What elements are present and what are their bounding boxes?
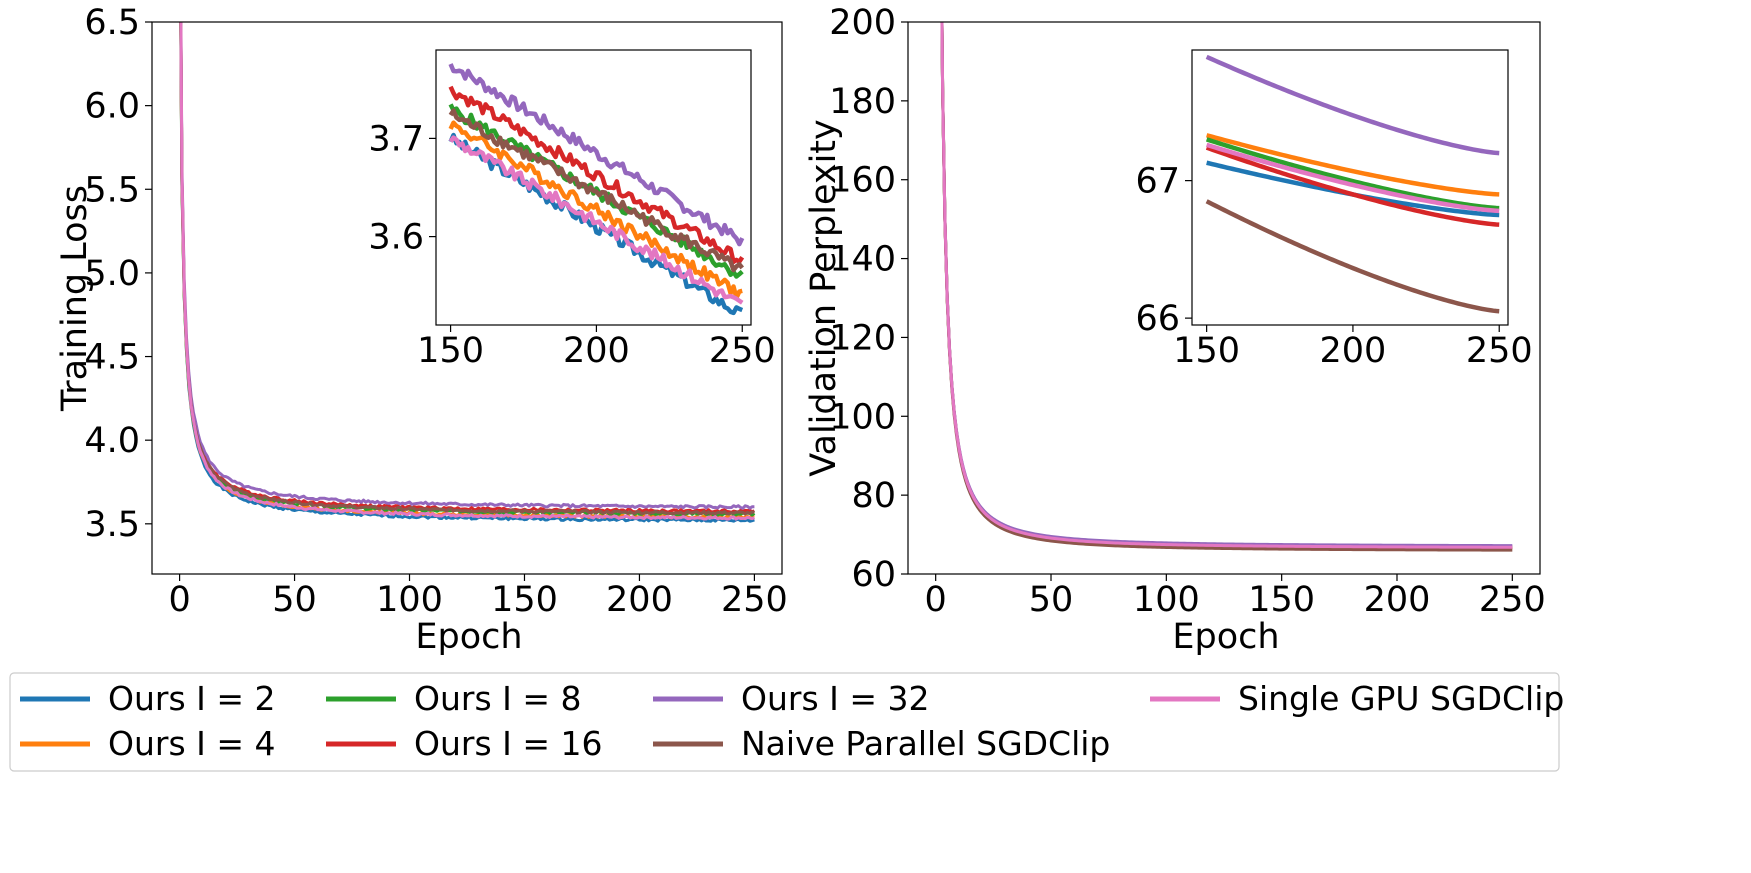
y-tick-label: 6.0 (84, 87, 140, 127)
x-tick-label: 250 (1479, 580, 1546, 620)
inset-frame (435, 49, 752, 326)
y-tick-label: 180 (829, 82, 896, 122)
inset-series-line-ours-i-4 (1206, 133, 1500, 197)
legend-label: Single GPU SGDClip (1238, 679, 1564, 718)
x-tick-label: 200 (606, 580, 673, 620)
x-tick-label: 50 (272, 580, 317, 620)
inset-x-tick-label: 250 (709, 331, 776, 371)
y-tick-label: 140 (829, 240, 896, 280)
y-tick-label: 5.0 (84, 254, 140, 294)
y-axis-label: Training Loss (55, 185, 95, 412)
y-tick-label: 120 (829, 318, 896, 358)
inset-chart: 150 200 250 3.6 3.7 (368, 49, 776, 371)
legend: Ours I = 2 Ours I = 4 Ours I = 8 Ours I = 1… (9, 672, 1564, 772)
inset-y-tick-label: 67 (1135, 162, 1180, 202)
y-tick-label: 100 (829, 397, 896, 437)
inset-series-line-ours-i-16 (1205, 145, 1500, 227)
inset-series-line-single-gpu-sgdclip (448, 135, 744, 305)
x-tick-label: 0 (168, 580, 190, 620)
x-tick-label: 0 (925, 580, 947, 620)
y-tick-label: 4.0 (84, 421, 140, 461)
training-loss-chart: 0 50 100 150 200 250 3.5 4.0 4.5 5.0 5.5 6.0 6.5 Epoc… (55, 3, 788, 657)
inset-series-line-ours-i-16 (448, 85, 745, 265)
x-tick-label: 200 (1364, 580, 1431, 620)
series-line-single-gpu-sgdclip (179, 22, 756, 521)
y-tick-label: 3.5 (84, 505, 140, 545)
series-line-ours-i-32 (179, 22, 755, 510)
inset-series-line-single-gpu-sgdclip (1205, 142, 1500, 214)
series-line-ours-i-32 (940, 22, 1513, 548)
inset-x-tick-label: 250 (1466, 331, 1533, 371)
legend-label: Ours I = 16 (414, 724, 603, 763)
inset-series-line-ours-i-32 (448, 63, 745, 247)
series-lines (179, 22, 756, 523)
y-tick-label: 80 (851, 476, 896, 516)
inset-chart: 150 200 250 66 67 (1135, 49, 1533, 371)
inset-x-tick-label: 150 (1173, 331, 1240, 371)
inset-series-line-ours-i-8 (1205, 137, 1500, 211)
inset-series-line-ours-i-4 (448, 120, 743, 301)
axes-frame (151, 21, 783, 575)
inset-x-tick-label: 200 (563, 331, 630, 371)
legend-label: Ours I = 2 (108, 679, 276, 718)
inset-y-tick-label: 3.7 (368, 119, 424, 159)
x-axis-label: Epoch (415, 617, 522, 657)
y-tick-label: 200 (829, 3, 896, 43)
series-line-naive-parallel-sgdclip (940, 22, 1513, 552)
inset-x-tick-label: 150 (417, 331, 484, 371)
y-tick-label: 60 (851, 555, 896, 595)
x-axis-label: Epoch (1172, 617, 1279, 657)
legend-label: Ours I = 4 (108, 724, 276, 763)
y-tick-label: 4.5 (84, 338, 140, 378)
axes-frame (907, 21, 1541, 575)
series-line-ours-i-2 (179, 22, 755, 523)
inset-series-line-ours-i-32 (1205, 54, 1500, 156)
x-tick-label: 250 (721, 580, 788, 620)
y-tick-label: 160 (829, 161, 896, 201)
x-tick-label: 150 (1248, 580, 1315, 620)
y-axis-label: Validation Perplexity (804, 119, 844, 476)
x-tick-label: 150 (491, 580, 558, 620)
inset-y-tick-label: 3.6 (368, 218, 424, 258)
inset-series-line-naive-parallel-sgdclip (1205, 199, 1500, 314)
inset-series-lines (1205, 54, 1500, 314)
legend-label: Naive Parallel SGDClip (741, 724, 1110, 763)
inset-series-line-naive-parallel-sgdclip (448, 108, 745, 273)
inset-x-tick-label: 200 (1320, 331, 1387, 371)
series-line-naive-parallel-sgdclip (179, 22, 755, 516)
series-lines (940, 22, 1513, 552)
y-tick-label: 6.5 (84, 3, 140, 43)
inset-frame (1191, 49, 1509, 326)
x-tick-label: 100 (376, 580, 443, 620)
x-tick-label: 100 (1133, 580, 1200, 620)
legend-label: Ours I = 8 (414, 679, 582, 718)
x-tick-label: 50 (1029, 580, 1074, 620)
legend-label: Ours I = 32 (741, 679, 930, 718)
y-tick-label: 5.5 (84, 170, 140, 210)
inset-series-lines (448, 63, 745, 316)
inset-y-tick-label: 66 (1135, 299, 1180, 339)
validation-perplexity-chart: 0 50 100 150 200 250 60 80 100 120 140 160 180 200 Epo… (804, 3, 1546, 657)
series-line-single-gpu-sgdclip (940, 22, 1513, 549)
